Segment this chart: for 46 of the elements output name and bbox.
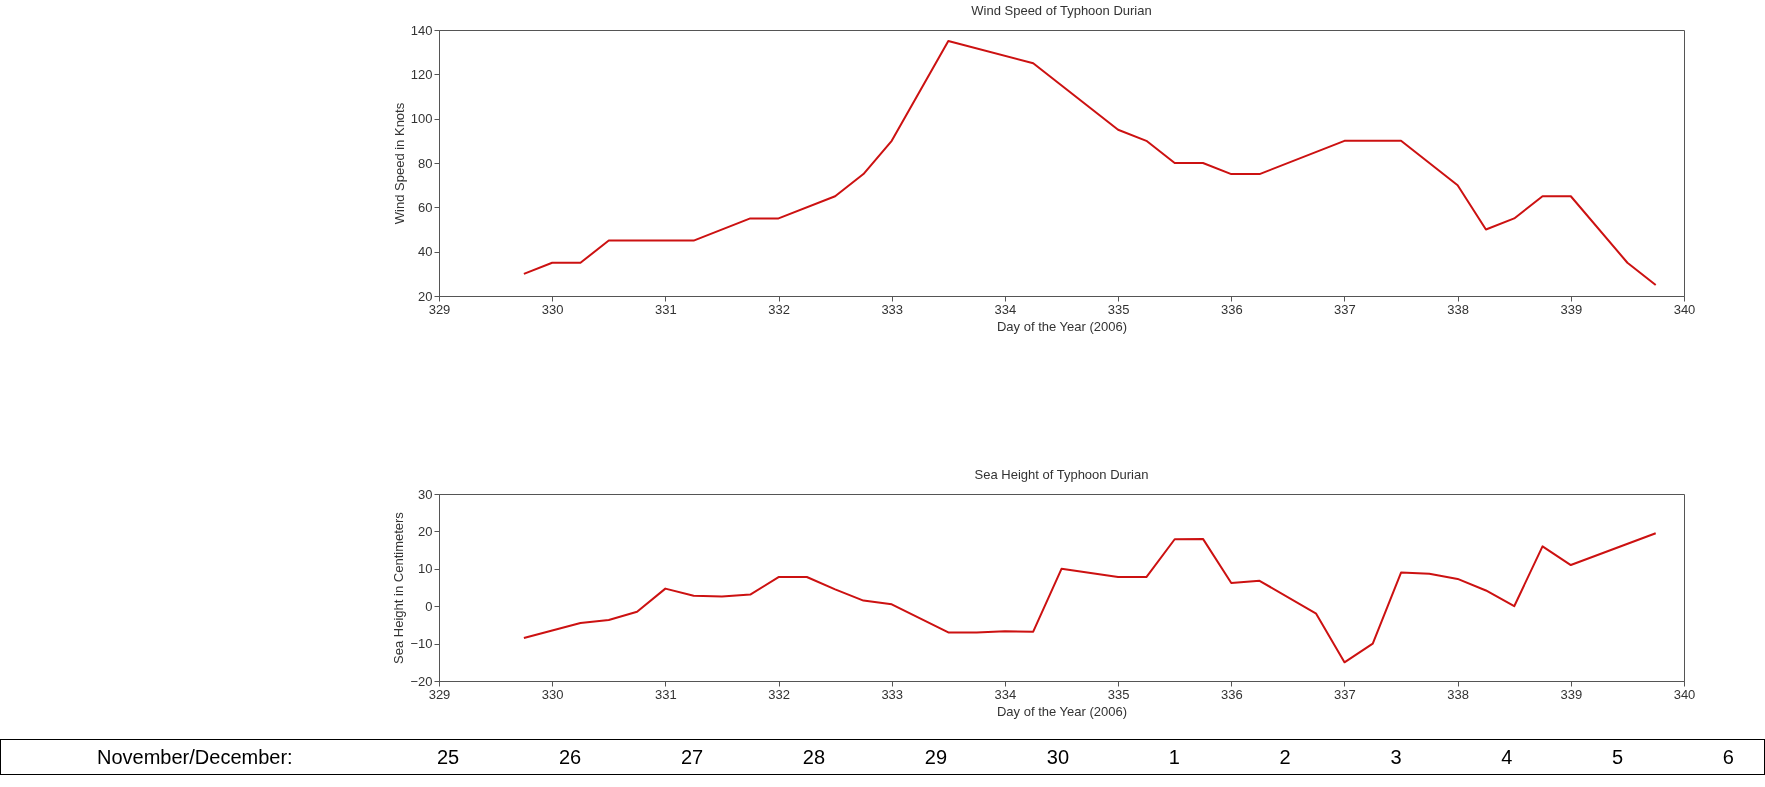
x-tick-label: 340 xyxy=(1673,301,1696,317)
chart-title: Sea Height of Typhoon Durian xyxy=(974,467,1149,482)
y-tick-label: 100 xyxy=(410,111,433,127)
x-axis-title: Day of the Year (2006) xyxy=(996,318,1128,334)
line-series xyxy=(522,532,1657,664)
x-tick-label: 333 xyxy=(881,686,904,702)
y-tick-label: 0 xyxy=(425,598,433,614)
x-tick-label: 339 xyxy=(1560,301,1583,317)
x-tick-label: 331 xyxy=(655,686,677,702)
chart-title: Wind Speed of Typhoon Durian xyxy=(971,3,1152,18)
y-tick-label: 20 xyxy=(418,288,433,304)
x-tick-label: 339 xyxy=(1560,686,1583,702)
x-tick-label: 331 xyxy=(655,301,677,317)
text: November/December: 25 26 27 28 29 30 1 2 3 4 5 6 xyxy=(97,745,1734,768)
x-tick-label: 337 xyxy=(1334,686,1356,702)
x-tick-label: 336 xyxy=(1220,686,1243,702)
x-tick-label: 332 xyxy=(768,686,790,702)
y-tick-label: 80 xyxy=(418,155,433,171)
x-tick-label: 336 xyxy=(1220,301,1243,317)
x-tick-label: 332 xyxy=(768,301,790,317)
x-tick-label: 337 xyxy=(1334,301,1356,317)
x-tick-label: 334 xyxy=(994,301,1017,317)
x-tick-label: 329 xyxy=(428,686,451,702)
y-tick-label: −10 xyxy=(410,636,433,652)
x-tick-label: 330 xyxy=(541,301,564,317)
x-tick-label: 333 xyxy=(881,301,904,317)
x-tick-label: 338 xyxy=(1447,301,1469,317)
y-tick-label: 60 xyxy=(418,199,433,215)
y-tick-label: −20 xyxy=(410,673,433,689)
y-tick-label: 120 xyxy=(410,66,433,82)
y-tick-label: 10 xyxy=(418,561,433,577)
x-tick-label: 335 xyxy=(1107,686,1130,702)
y-tick-label: 40 xyxy=(418,244,433,260)
x-tick-label: 338 xyxy=(1447,686,1469,702)
x-tick-label: 335 xyxy=(1107,301,1130,317)
x-tick-label: 329 xyxy=(428,301,451,317)
x-tick-label: 340 xyxy=(1673,686,1696,702)
line-series xyxy=(522,40,1657,286)
y-tick-label: 30 xyxy=(418,486,433,502)
y-axis-title: Sea Height in Centimeters xyxy=(391,511,407,664)
y-axis-title: Wind Speed in Knots xyxy=(391,102,407,225)
x-tick-label: 334 xyxy=(994,686,1017,702)
x-tick-label: 330 xyxy=(541,686,564,702)
y-tick-label: 20 xyxy=(418,523,433,539)
x-axis-title: Day of the Year (2006) xyxy=(996,703,1128,719)
y-tick-label: 140 xyxy=(410,22,433,38)
